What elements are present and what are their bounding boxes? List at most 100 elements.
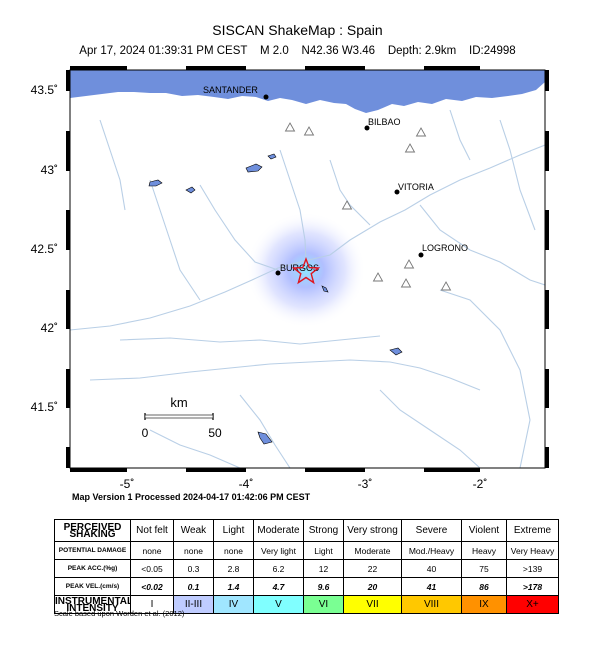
legend-cell: <0.05 [130,559,174,578]
lat-label: 43.5˚ [31,83,58,97]
scale-end: 50 [208,426,222,440]
station-marker [403,259,415,269]
legend-cell: Extreme [506,519,559,542]
legend-cell: Light [303,541,344,560]
legend-cell: <0.02 [130,577,174,596]
legend-cell: 6.2 [253,559,304,578]
city-marker [275,270,281,276]
station-marker [303,126,315,136]
lat-label: 42˚ [41,321,58,335]
frame-segment [66,290,70,329]
legend-cell: >178 [506,577,559,596]
intensity-cell: II-III [173,595,214,614]
legend-cell: Strong [303,519,344,542]
legend-cell: Mod./Heavy [401,541,462,560]
legend-row-vel: PEAK VEL.(cm/s) <0.02 0.1 1.4 4.7 9.6 20… [54,577,559,596]
city-label: LOGRONO [422,243,468,253]
legend-cell: Very light [253,541,304,560]
station-marker [341,200,353,210]
rivers [70,109,545,468]
station-marker [284,122,296,132]
lat-label: 41.5˚ [31,400,58,414]
legend-row-acc: PEAK ACC.(%g) <0.05 0.3 2.8 6.2 12 22 40… [54,559,559,578]
intensity-cell: VII [343,595,402,614]
legend-row-shaking: PERCEIVED SHAKING Not felt Weak Light Mo… [54,519,559,542]
frame-segment [545,369,549,408]
frame-segment [70,468,127,472]
station-marker [372,272,384,282]
legend-cell: Violent [461,519,507,542]
frame-segment [66,447,70,468]
frame-segment [66,210,70,250]
intensity-cell: X+ [506,595,559,614]
intensity-legend: PERCEIVED SHAKING Not felt Weak Light Mo… [54,519,559,614]
frame-segment [186,468,246,472]
lon-label: -5˚ [120,477,135,491]
intensity-cell: VI [303,595,344,614]
frame-segment [66,131,70,171]
legend-cell: Weak [173,519,214,542]
lon-label: -4˚ [239,477,254,491]
legend-row-head: POTENTIAL DAMAGE [54,541,131,560]
legend-cell: 20 [343,577,402,596]
frame-segment [186,66,246,70]
legend-row-intensity: INSTRUMENTAL INTENSITY I II-III IV V VI … [54,595,559,614]
legend-row-head: INSTRUMENTAL INTENSITY [54,595,131,614]
intensity-cell: VIII [401,595,462,614]
scale-unit: km [170,395,187,410]
legend-cell: 41 [401,577,462,596]
legend-cell: 0.1 [173,577,214,596]
city-marker [263,94,269,100]
intensity-glow [246,212,366,328]
legend-cell: Light [213,519,254,542]
intensity-cell: IV [213,595,254,614]
station-marker [404,143,416,153]
legend-cell: none [130,541,174,560]
legend-row-head: PEAK VEL.(cm/s) [54,577,131,596]
city-label: BILBAO [368,117,401,127]
frame-ticks [66,66,549,472]
legend-cell: 75 [461,559,507,578]
city-label: VITORIA [398,182,434,192]
legend-cell: none [213,541,254,560]
legend-cell: >139 [506,559,559,578]
frame-segment [545,290,549,329]
stations [284,122,452,291]
legend-cell: 86 [461,577,507,596]
frame-segment [66,369,70,408]
legend-cell: 40 [401,559,462,578]
intensity-cell: V [253,595,304,614]
frame-segment [545,131,549,171]
frame-segment [424,468,480,472]
city-marker [364,125,370,131]
legend-cell: Very Heavy [506,541,559,560]
map-title: SISCAN ShakeMap : Spain [212,22,383,38]
legend-cell: 12 [303,559,344,578]
legend-cell: 0.3 [173,559,214,578]
lakes [148,153,403,445]
lat-label: 42.5˚ [31,242,58,256]
frame-segment [66,70,70,91]
city-marker [394,189,400,195]
legend-cell: 2.8 [213,559,254,578]
scale-note: Scale based upon Worden et al. (2012) [54,609,185,618]
sea [70,70,545,113]
station-marker [440,281,452,291]
lon-label: -2˚ [473,477,488,491]
frame-segment [305,66,365,70]
lon-label: -3˚ [358,477,373,491]
legend-cell: Very strong [343,519,402,542]
station-marker [400,278,412,288]
station-marker [415,127,427,137]
event-summary: Apr 17, 2024 01:39:31 PM CEST M 2.0 N42.… [79,45,516,57]
city-label: SANTANDER [203,85,258,95]
intensity-cell: IX [461,595,507,614]
frame-segment [545,70,549,91]
city-marker [418,252,424,258]
legend-cell: 4.7 [253,577,304,596]
legend-cell: 9.6 [303,577,344,596]
legend-cell: none [173,541,214,560]
frame-segment [305,468,365,472]
epicenter-star-icon [291,256,321,285]
intensity-cell: I [130,595,174,614]
